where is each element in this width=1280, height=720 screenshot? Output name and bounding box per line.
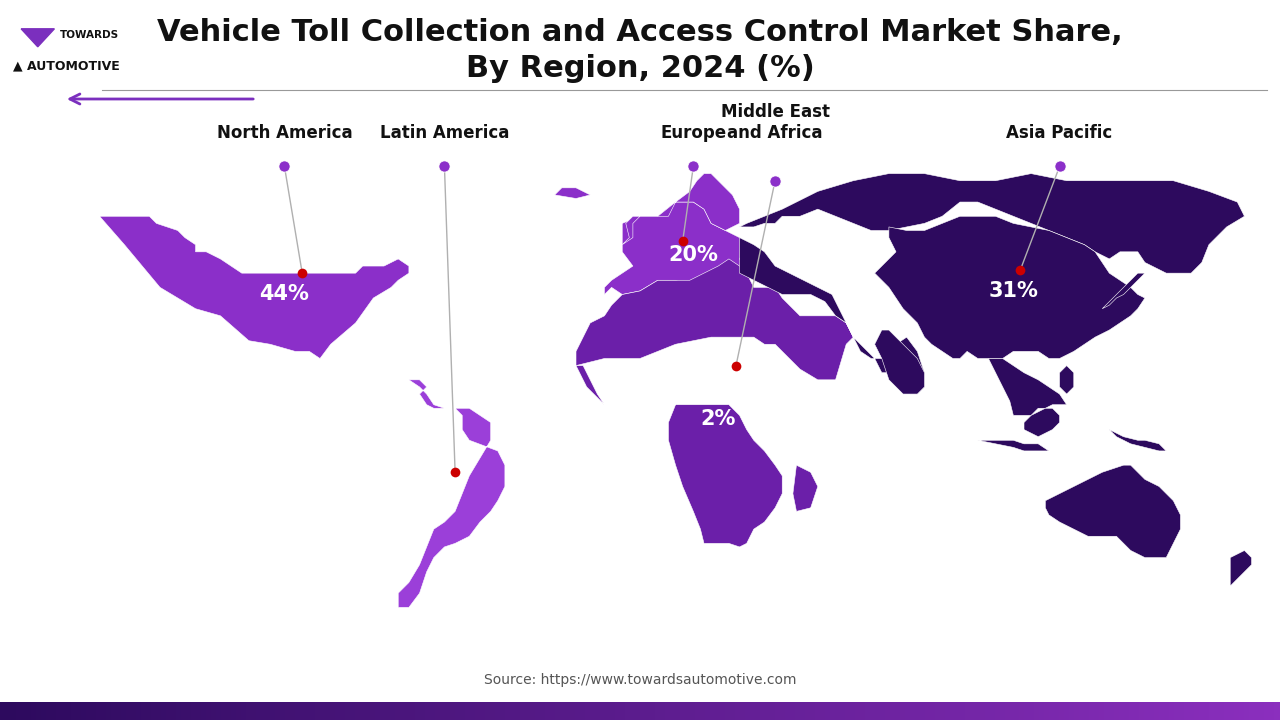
Text: 3%: 3% — [416, 484, 452, 503]
Text: Europe: Europe — [660, 124, 726, 142]
Text: 20%: 20% — [668, 246, 718, 266]
Text: Source: https://www.towardsautomotive.com: Source: https://www.towardsautomotive.co… — [484, 673, 796, 688]
Polygon shape — [792, 465, 818, 511]
Polygon shape — [1230, 551, 1252, 586]
Polygon shape — [1024, 408, 1060, 437]
Polygon shape — [576, 259, 854, 380]
Polygon shape — [622, 216, 640, 245]
Polygon shape — [740, 174, 1244, 273]
Text: 31%: 31% — [988, 281, 1038, 301]
Text: ▲ AUTOMOTIVE: ▲ AUTOMOTIVE — [13, 59, 119, 72]
Polygon shape — [1060, 366, 1074, 394]
Polygon shape — [576, 366, 782, 547]
Polygon shape — [874, 330, 924, 394]
Polygon shape — [740, 238, 924, 394]
Polygon shape — [1110, 430, 1166, 451]
Polygon shape — [658, 174, 740, 230]
Polygon shape — [978, 440, 1048, 451]
Text: Vehicle Toll Collection and Access Control Market Share,
By Region, 2024 (%): Vehicle Toll Collection and Access Contr… — [157, 18, 1123, 83]
Polygon shape — [42, 166, 408, 359]
Polygon shape — [604, 202, 746, 294]
Text: TOWARDS: TOWARDS — [59, 30, 119, 40]
Polygon shape — [1046, 465, 1180, 557]
Polygon shape — [988, 359, 1066, 415]
Text: 44%: 44% — [260, 284, 310, 305]
Text: North America: North America — [216, 124, 352, 142]
Polygon shape — [1102, 273, 1144, 309]
Polygon shape — [554, 188, 590, 199]
Text: Asia Pacific: Asia Pacific — [1006, 124, 1112, 142]
Polygon shape — [874, 216, 1144, 359]
Polygon shape — [356, 380, 504, 608]
Polygon shape — [20, 29, 55, 47]
Text: 2%: 2% — [700, 409, 736, 429]
Text: Middle East
and Africa: Middle East and Africa — [721, 103, 829, 142]
Text: Latin America: Latin America — [380, 124, 509, 142]
